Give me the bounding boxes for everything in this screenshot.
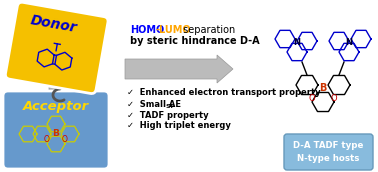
FancyBboxPatch shape <box>3 91 109 169</box>
Text: B: B <box>319 83 327 93</box>
Text: ✓  Enhanced electron transport property: ✓ Enhanced electron transport property <box>127 88 321 96</box>
Text: separation: separation <box>180 25 235 35</box>
Text: by steric hindrance D-A: by steric hindrance D-A <box>130 36 260 46</box>
FancyArrow shape <box>125 55 233 83</box>
Text: D-A TADF type
N-type hosts: D-A TADF type N-type hosts <box>293 141 363 163</box>
Text: O: O <box>331 94 337 103</box>
Text: N: N <box>293 37 301 46</box>
Text: ✓  TADF property: ✓ TADF property <box>127 110 209 120</box>
Text: N: N <box>345 37 353 46</box>
Text: -LUMO: -LUMO <box>156 25 192 35</box>
Text: Donor: Donor <box>29 13 79 35</box>
Text: HOMO: HOMO <box>130 25 164 35</box>
Text: O: O <box>44 136 50 144</box>
FancyBboxPatch shape <box>284 134 373 170</box>
FancyBboxPatch shape <box>5 2 108 94</box>
Text: ST: ST <box>165 104 174 109</box>
Text: ✓  High triplet energy: ✓ High triplet energy <box>127 121 231 131</box>
Text: O: O <box>309 94 315 103</box>
Text: O: O <box>62 136 68 144</box>
Text: Acceptor: Acceptor <box>23 99 89 112</box>
Text: B: B <box>53 130 59 138</box>
Text: ✓  Small ΔE: ✓ Small ΔE <box>127 99 181 109</box>
FancyBboxPatch shape <box>49 77 61 101</box>
